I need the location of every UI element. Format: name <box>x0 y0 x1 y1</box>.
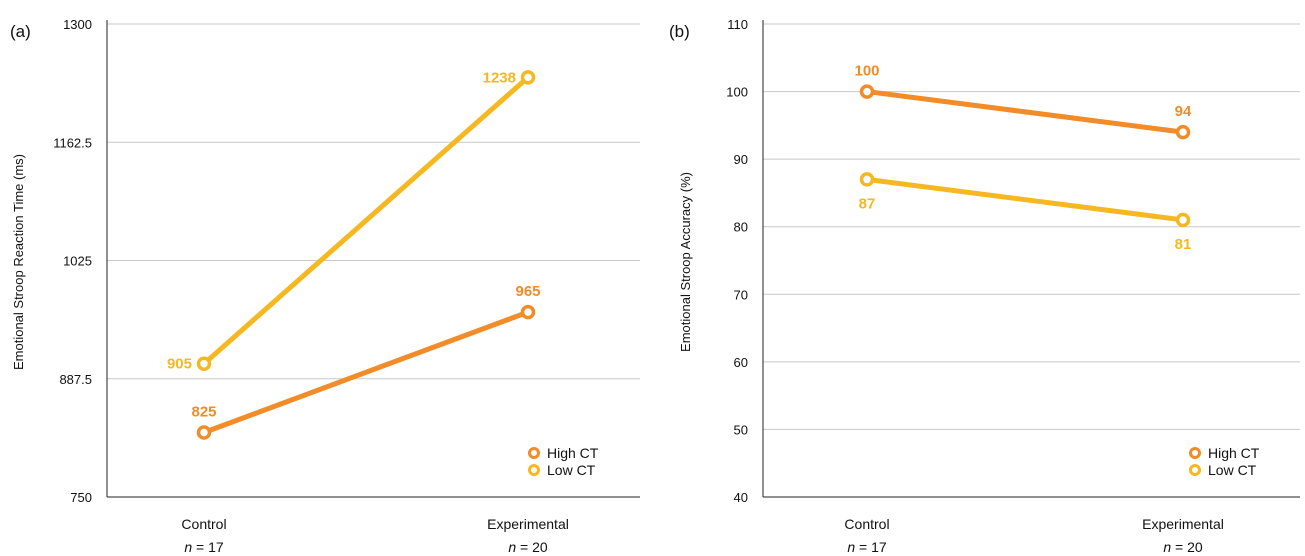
panel-b-sample-size-value: = 20 <box>1171 539 1203 555</box>
panel-a-series-line-low-ct <box>201 74 531 367</box>
panel-b-legend-marker <box>1189 464 1201 476</box>
panel-a-sample-size-value: = 17 <box>192 539 224 555</box>
panel-b-legend-label: High CT <box>1208 445 1260 461</box>
panel-b-sample-size-symbol: n <box>847 539 855 555</box>
panel-a-data-point <box>520 304 536 320</box>
panel-a-data-label: 905 <box>167 356 192 373</box>
panel-b-data-point <box>1175 124 1191 140</box>
panel-a-sample-size-value: = 20 <box>516 539 548 555</box>
panel-b-y-axis-title: Emotional Stroop Accuracy (%) <box>678 172 693 352</box>
panel-a-legend-label: High CT <box>547 445 599 461</box>
panel-a-x-category-label: Control <box>181 516 226 532</box>
panel-a-x-category-labels: Control n = 17 Experimental n = 20 <box>181 516 568 555</box>
panel-b-y-tick-label: 100 <box>726 85 748 100</box>
panel-b-sample-size-label: n = 20 <box>1163 539 1203 555</box>
panel-a-data-label: 1238 <box>483 69 516 86</box>
panel-b-y-tick-label: 50 <box>734 422 748 437</box>
panel-a-series: 905 1238 825 965 <box>167 69 541 440</box>
panel-a-legend-marker <box>528 447 540 459</box>
panel-a-legend-marker <box>528 464 540 476</box>
panel-b-y-tick-labels: 40 50 60 70 80 90 100 110 <box>726 17 748 505</box>
panel-b-data-point <box>859 172 875 187</box>
panel-a-sample-size-symbol: n <box>184 539 192 555</box>
panel-b-data-point <box>859 84 875 99</box>
panel-b-sample-size-label: n = 17 <box>847 539 887 555</box>
panel-b-series: 87 81 100 94 <box>854 63 1192 253</box>
panel-a-y-tick-label: 887.5 <box>59 372 92 387</box>
panel-b-sample-size-value: = 17 <box>855 539 887 555</box>
panel-a-y-tick-label: 1300 <box>63 17 92 32</box>
panel-b-y-tick-label: 90 <box>734 152 748 167</box>
panel-b-data-label: 81 <box>1175 236 1192 253</box>
panel-b-legend-marker <box>1189 447 1201 459</box>
panel-b-data-label: 87 <box>859 195 876 212</box>
panel-a-chart: (a) Emotional Stroop Reaction Time (ms) … <box>10 17 640 555</box>
panel-a-data-label: 965 <box>515 283 540 300</box>
panel-a-y-tick-label: 1162.5 <box>53 135 92 150</box>
panel-b-chart: (b) Emotional Stroop Accuracy (%) 40 50 60… <box>669 17 1300 555</box>
panel-a-y-tick-label: 750 <box>70 490 92 505</box>
panel-b-data-label: 94 <box>1175 103 1192 120</box>
panel-b-data-label: 100 <box>854 63 879 80</box>
panel-b-series-line-low-ct <box>864 176 1186 223</box>
panel-a-y-tick-labels: 750 887.5 1025 1162.5 1300 <box>53 17 92 505</box>
panel-a-legend-label: Low CT <box>547 462 596 478</box>
panel-a-data-point <box>196 356 212 371</box>
panel-a-sample-size-label: n = 17 <box>184 539 224 555</box>
panel-b-y-tick-label: 40 <box>734 490 748 505</box>
panel-b-y-tick-label: 110 <box>727 17 748 32</box>
panel-a-axes <box>106 20 640 498</box>
panel-b-label: (b) <box>669 22 690 41</box>
panel-a-y-axis-title: Emotional Stroop Reaction Time (ms) <box>11 154 26 370</box>
panel-b-x-category-labels: Control n = 17 Experimental n = 20 <box>844 516 1223 555</box>
panel-a-sample-size-symbol: n <box>508 539 516 555</box>
panel-a-x-category-label: Experimental <box>487 516 569 532</box>
panel-b-axes <box>762 20 1300 498</box>
panel-a-gridlines <box>107 23 640 380</box>
panel-a-series-line-high-ct <box>201 309 531 435</box>
panel-b-x-category-label: Control <box>844 516 889 532</box>
panel-b-y-tick-label: 80 <box>734 220 748 235</box>
panel-b-gridlines <box>763 23 1300 430</box>
panel-b-sample-size-symbol: n <box>1163 539 1171 555</box>
panel-a-sample-size-label: n = 20 <box>508 539 548 555</box>
panel-b-x-category-label: Experimental <box>1142 516 1224 532</box>
panel-b-legend-label: Low CT <box>1208 462 1257 478</box>
panel-b-data-point <box>1175 212 1191 228</box>
panel-a-data-point <box>196 425 212 440</box>
panel-b-y-tick-label: 70 <box>734 287 748 302</box>
panel-a-label: (a) <box>10 22 31 41</box>
panel-a-y-tick-label: 1025 <box>63 254 92 269</box>
panel-a-data-point <box>520 70 536 85</box>
panel-a-data-label: 825 <box>191 404 216 421</box>
panel-b-series-line-high-ct <box>864 89 1186 135</box>
panel-b-y-tick-label: 60 <box>734 355 748 370</box>
